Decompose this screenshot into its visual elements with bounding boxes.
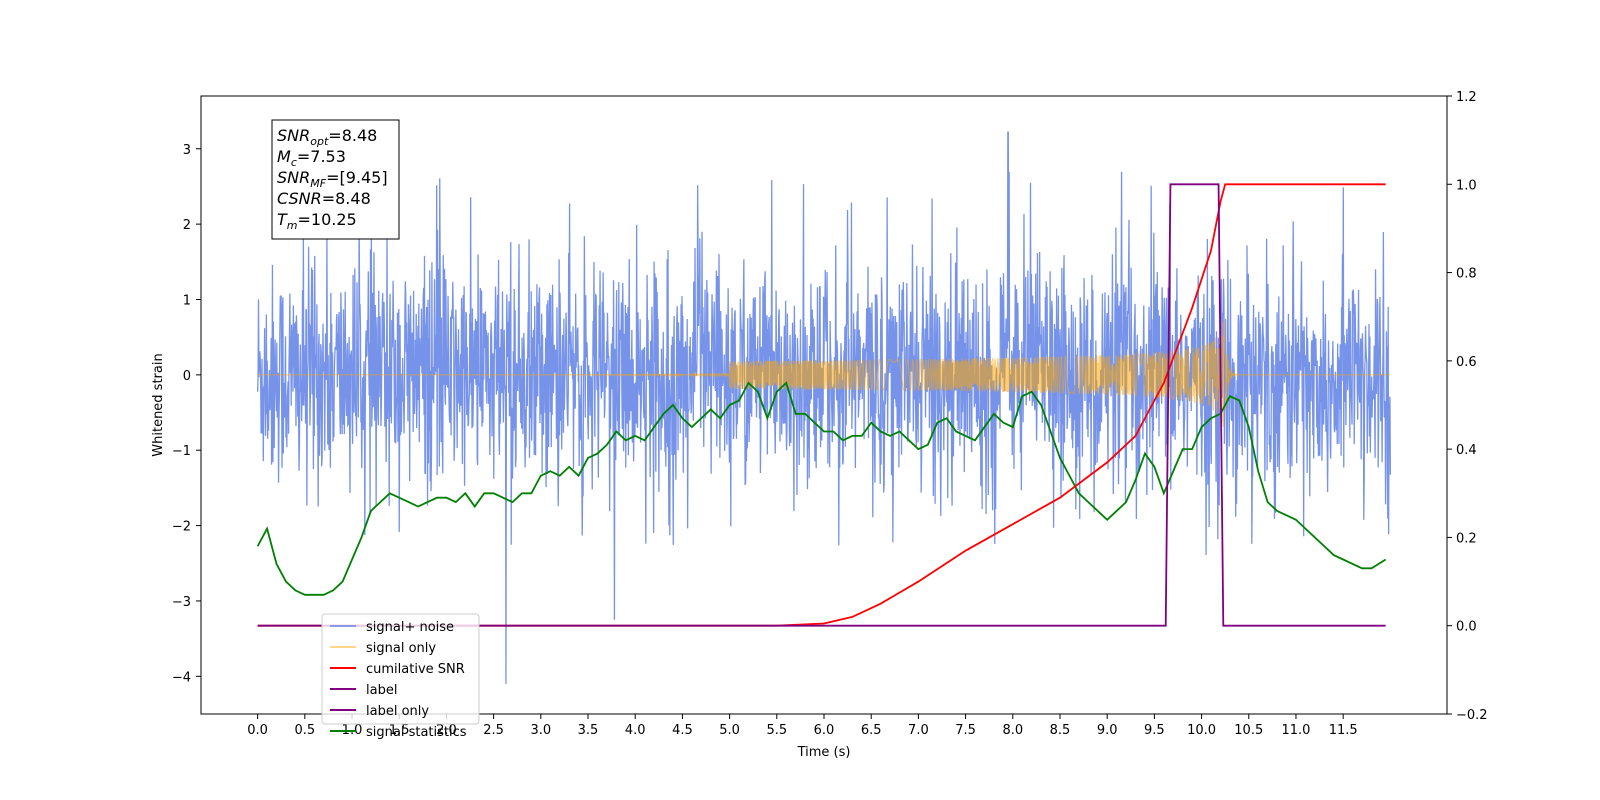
signal-only-line (257, 318, 1391, 427)
x-tick-label: 8.5 (1050, 723, 1071, 738)
x-tick-label: 2.5 (483, 723, 504, 738)
y-right-tick-label: 0.4 (1456, 443, 1477, 458)
annotation-frame (271, 119, 400, 240)
x-tick-label: 9.0 (1097, 723, 1118, 738)
x-tick-label: 3.5 (578, 723, 599, 738)
y-right-tick-label: 0.2 (1456, 531, 1477, 546)
x-tick-label: 5.5 (766, 723, 787, 738)
y-right-tick-label: 0.6 (1456, 355, 1477, 370)
legend-label-signal-statistics: signal statistics (366, 725, 467, 740)
x-tick-label: 9.5 (1144, 723, 1165, 738)
legend-frame (321, 613, 480, 725)
x-tick-label: 6.0 (814, 723, 835, 738)
legend: signal+ noise signal only cumilative SNR la… (321, 613, 480, 740)
x-tick-label: 11.0 (1281, 723, 1310, 738)
annotation-line: SNRMF=[9.45] (277, 168, 388, 190)
x-tick-label: 7.0 (908, 723, 929, 738)
y-right-tick-label: 1.0 (1456, 178, 1477, 193)
x-axis-label: Time (s) (797, 745, 851, 760)
y-axis-label: Whitened strain (151, 353, 166, 456)
legend-label-cumilative-snr: cumilative SNR (366, 662, 465, 677)
y-left-tick-label: 0 (183, 369, 191, 384)
annotation-line: Tm=10.25 (277, 210, 357, 232)
y-right-tick-label: 0.0 (1456, 620, 1477, 635)
x-tick-label: 5.0 (719, 723, 740, 738)
y-left-tick-label: −4 (172, 670, 191, 685)
x-tick-label: 4.5 (672, 723, 693, 738)
x-tick-label: 11.5 (1329, 723, 1358, 738)
x-tick-label: 1.5 (389, 723, 410, 738)
y-left-tick-label: −3 (172, 595, 191, 610)
x-tick-label: 4.0 (625, 723, 646, 738)
y-right-tick-label: −0.2 (1456, 708, 1488, 723)
annotation-line: CSNR=8.48 (277, 189, 371, 208)
x-tick-label: 6.5 (861, 723, 882, 738)
x-axis: 0.0 0.5 1.0 1.5 2.0 2.5 3.0 3.5 4.0 4.5 5.0 5.5 6.0 6… (247, 714, 1358, 738)
y-axis-right: 1.2 1.0 0.8 0.6 0.4 0.2 0.0 −0.2 (1447, 90, 1488, 723)
y-left-tick-label: 1 (183, 293, 191, 308)
signal-statistics-line (256, 381, 1387, 596)
y-left-tick-label: 2 (183, 218, 191, 233)
y-axis-left: 3 2 1 0 −1 −2 −3 −4 (172, 143, 201, 685)
x-tick-label: 10.5 (1234, 723, 1263, 738)
annotation-line: SNRopt=8.48 (277, 126, 377, 148)
x-tick-label: 10.0 (1187, 723, 1216, 738)
x-tick-label: 2.0 (436, 723, 457, 738)
y-left-tick-label: −1 (172, 444, 191, 459)
y-right-tick-label: 0.8 (1456, 267, 1477, 282)
x-tick-label: 0.0 (247, 723, 268, 738)
annotation-line: Mc=7.53 (277, 147, 346, 169)
x-tick-label: 0.5 (294, 723, 315, 738)
y-right-tick-label: 1.2 (1456, 90, 1477, 105)
signal-only-series (257, 318, 1391, 427)
x-tick-label: 7.5 (955, 723, 976, 738)
cumulative-snr-line (257, 183, 1386, 627)
x-tick-label: 8.0 (1002, 723, 1023, 738)
legend-label-signal-only: signal only (366, 641, 436, 656)
right-axis-series (256, 183, 1387, 627)
y-left-tick-label: 3 (183, 143, 191, 158)
x-tick-label: 3.0 (530, 723, 551, 738)
plot-area (256, 131, 1392, 684)
legend-label-label-only: label only (366, 704, 429, 719)
y-left-tick-label: −2 (172, 520, 191, 535)
label-line (257, 183, 1386, 627)
legend-label-signal-noise: signal+ noise (366, 620, 454, 635)
legend-label-label: label (366, 683, 397, 698)
